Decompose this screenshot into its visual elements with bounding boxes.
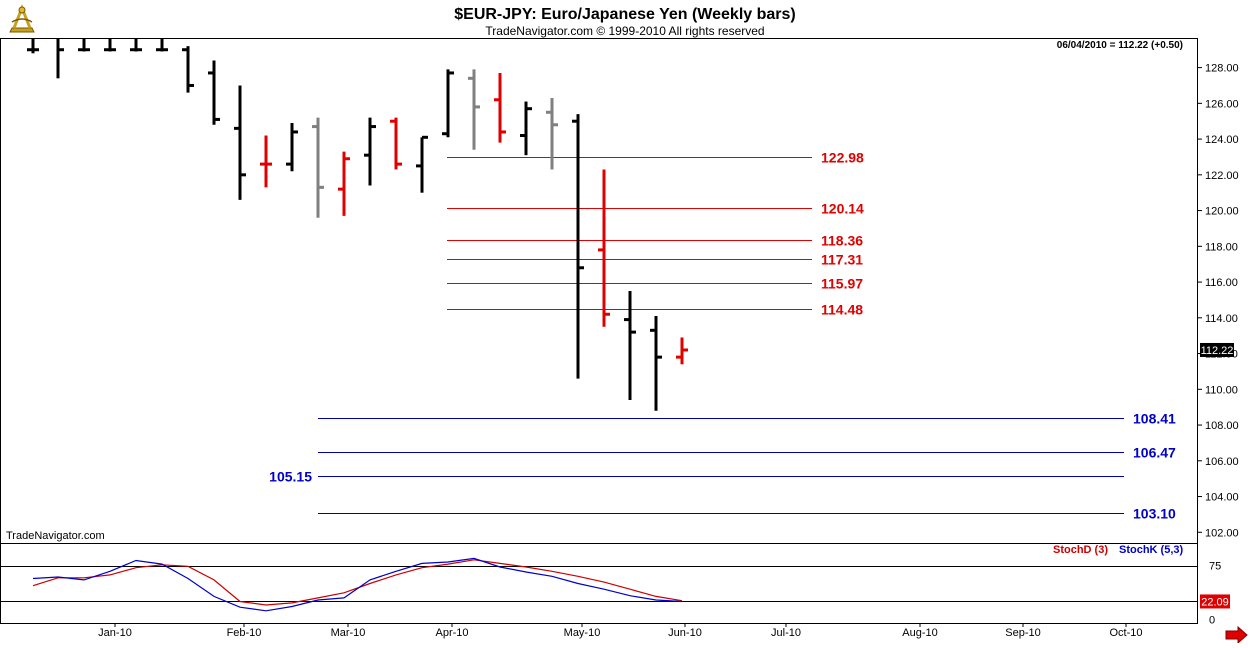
- price-level-label: 103.10: [1133, 506, 1176, 522]
- price-axis: 102.00104.00106.00108.00110.00112.00114.…: [1197, 63, 1239, 539]
- y-tick-label: 126.00: [1205, 98, 1239, 110]
- ohlc-bar: [442, 69, 454, 138]
- ohlc-bar: [156, 39, 168, 52]
- stoch-series-line: [32, 559, 683, 606]
- price-level-label: 117.31: [821, 252, 863, 268]
- legend-stoch-k: StochK (5,3): [1119, 544, 1184, 556]
- ohlc-bar: [650, 316, 662, 411]
- date-axis: Jan-10 Feb-10 Mar-10 Apr-10 May-10 Jun-10 Jul-…: [98, 623, 1143, 639]
- ohlc-bar: [104, 39, 116, 52]
- stoch-lines: [32, 557, 683, 612]
- price-level-label: 118.36: [821, 233, 863, 249]
- stoch-badge-text: 22.09: [1201, 596, 1229, 608]
- watermark-text: TradeNavigator.com: [6, 530, 105, 542]
- ohlc-bar: [546, 97, 558, 170]
- y-tick-label: 116.00: [1205, 277, 1238, 289]
- x-tick-label: Jan-10: [98, 627, 132, 639]
- price-level-label: 120.14: [821, 201, 864, 217]
- last-quote-text: 06/04/2010 = 112.22 (+0.50): [1057, 40, 1183, 51]
- ohlc-bar: [312, 117, 324, 218]
- sextant-icon: [9, 3, 35, 33]
- y-tick-label: 124.00: [1205, 134, 1239, 146]
- ohlc-bar: [338, 151, 350, 216]
- ohlc-bar: [416, 135, 428, 193]
- stoch-tick-label: 75: [1209, 561, 1221, 573]
- price-level-label: 108.41: [1133, 411, 1176, 427]
- legend-stoch-d: StochD (3): [1053, 544, 1108, 556]
- ohlc-bars: [27, 39, 688, 411]
- price-level-label: 114.48: [821, 302, 863, 318]
- y-tick-label: 114.00: [1205, 313, 1238, 325]
- ohlc-bar: [208, 60, 220, 125]
- price-badge-text: 112.22: [1201, 345, 1234, 357]
- ohlc-bar: [260, 135, 272, 188]
- ohlc-bar: [27, 39, 39, 54]
- price-level-label: 122.98: [821, 150, 864, 166]
- y-tick-label: 104.00: [1205, 492, 1239, 504]
- y-tick-label: 128.00: [1205, 63, 1239, 75]
- x-tick-label: Apr-10: [435, 627, 468, 639]
- ohlc-bar: [468, 69, 480, 150]
- y-tick-label: 108.00: [1205, 420, 1239, 432]
- ohlc-bar: [520, 101, 532, 156]
- y-tick-label: 118.00: [1205, 241, 1238, 253]
- price-badge-box: [1200, 342, 1234, 357]
- arrow-right-icon[interactable]: [1225, 625, 1248, 645]
- x-tick-label: Sep-10: [1005, 627, 1040, 639]
- ohlc-bar: [182, 46, 194, 93]
- price-level-label: 115.97: [821, 276, 863, 292]
- stoch-panel: 0257522.09: [1, 557, 1230, 626]
- ohlc-bar: [364, 117, 376, 186]
- ohlc-bar: [56, 39, 64, 79]
- stoch-panel-border: [0, 543, 1198, 624]
- x-tick-label: Feb-10: [227, 627, 262, 639]
- copyright-text: TradeNavigator.com © 1999-2010 All right…: [485, 24, 764, 38]
- ohlc-bar: [286, 123, 298, 172]
- ohlc-bar: [234, 85, 246, 200]
- stoch-series-line: [32, 557, 683, 612]
- main-panel-border: [0, 38, 1198, 544]
- y-tick-label: 110.00: [1205, 384, 1238, 396]
- price-level-label: 106.47: [1133, 445, 1176, 461]
- ohlc-bar: [78, 39, 90, 52]
- ohlc-bar: [598, 169, 610, 327]
- y-tick-label: 120.00: [1205, 206, 1239, 218]
- x-tick-label: May-10: [564, 627, 601, 639]
- x-tick-label: Mar-10: [331, 627, 366, 639]
- x-tick-label: Oct-10: [1109, 627, 1142, 639]
- ohlc-bar: [624, 291, 636, 401]
- x-tick-label: Jun-10: [668, 627, 702, 639]
- stoch-tick-label: 0: [1209, 614, 1215, 626]
- x-tick-label: Aug-10: [902, 627, 937, 639]
- ohlc-bar: [494, 72, 506, 143]
- x-tick-label: Jul-10: [771, 627, 801, 639]
- price-level-label: 105.15: [269, 469, 312, 485]
- y-tick-label: 102.00: [1205, 527, 1239, 539]
- stoch-badge-box: [1200, 594, 1230, 609]
- y-tick-label: 122.00: [1205, 170, 1239, 182]
- ohlc-bar: [572, 114, 584, 379]
- chart-title: $EUR-JPY: Euro/Japanese Yen (Weekly bars…: [454, 6, 795, 23]
- price-badge: 112.22: [1200, 342, 1234, 357]
- price-levels: 122.98 120.14 118.36 117.31 115.97 114.48 108.…: [269, 150, 1176, 522]
- ohlc-bar: [130, 39, 142, 52]
- ohlc-bar: [676, 337, 688, 365]
- y-tick-label: 106.00: [1205, 456, 1239, 468]
- ohlc-bar: [390, 117, 402, 170]
